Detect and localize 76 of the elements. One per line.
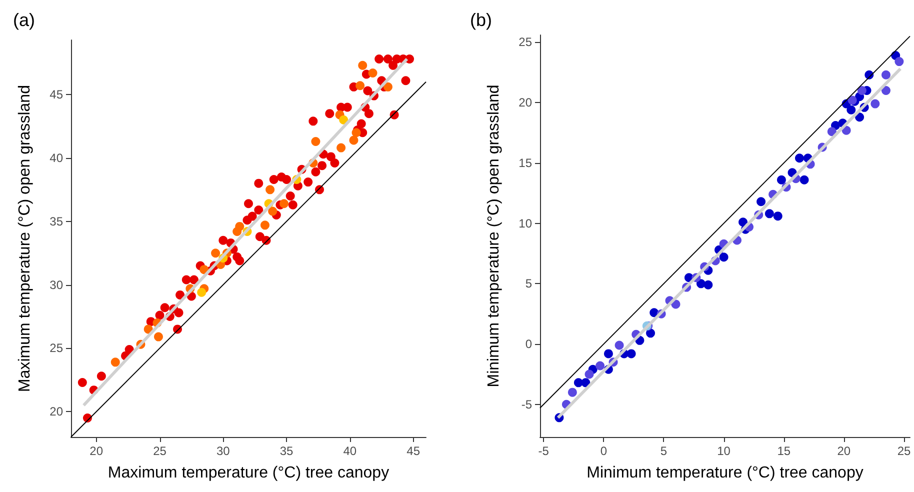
point <box>200 265 209 274</box>
point <box>614 340 624 350</box>
point <box>352 128 361 138</box>
chart-title: (a) <box>13 10 35 30</box>
point <box>848 96 857 105</box>
point <box>197 288 206 297</box>
point <box>211 248 220 258</box>
x-axis-title: Maximum temperature (°C) tree canopy <box>108 464 390 482</box>
y-tick-label: 15 <box>518 156 532 170</box>
x-tick-label: 20 <box>837 444 851 458</box>
x-tick-label: -5 <box>538 444 550 458</box>
point <box>336 143 346 152</box>
x-tick-label: 5 <box>660 444 668 458</box>
point <box>773 212 782 221</box>
point <box>235 222 244 231</box>
y-tick-label: 35 <box>50 214 64 228</box>
y-tick-label: 30 <box>50 278 64 292</box>
point <box>756 197 766 206</box>
point <box>339 115 348 124</box>
point <box>349 136 358 145</box>
point <box>846 105 856 114</box>
y-tick-label: 25 <box>50 341 64 356</box>
point <box>144 324 153 334</box>
chart-title: (b) <box>470 10 492 30</box>
point <box>646 328 656 338</box>
point <box>581 378 590 388</box>
y-tick-label: 45 <box>50 88 64 102</box>
point <box>311 136 320 146</box>
y-tick-label: 10 <box>518 216 532 230</box>
y-tick-label: -5 <box>521 397 532 412</box>
point <box>719 252 728 262</box>
y-axis-title: Maximum temperature (°C) open grassland <box>16 85 34 392</box>
point <box>704 280 713 290</box>
x-tick-label: 20 <box>90 444 104 458</box>
point <box>110 358 120 367</box>
point <box>881 86 890 96</box>
x-tick-label: 30 <box>216 444 230 458</box>
y-tick-label: 25 <box>518 35 532 50</box>
y-tick-label: 0 <box>525 337 532 352</box>
point <box>776 175 786 184</box>
x-tick-label: 35 <box>280 444 294 458</box>
x-tick-label: 40 <box>343 444 357 458</box>
y-axis-title: Minimum temperature (°C) open grassland <box>486 84 502 388</box>
x-tick-label: 10 <box>717 444 731 458</box>
x-tick-label: 25 <box>153 444 167 458</box>
x-axis-title: Minimum temperature (°C) tree canopy <box>586 464 864 482</box>
x-tick-label: 25 <box>897 444 911 458</box>
point <box>383 82 392 92</box>
y-tick-label: 5 <box>525 276 532 291</box>
point <box>584 370 594 379</box>
point <box>596 361 605 370</box>
point <box>604 349 613 358</box>
y-tick-label: 20 <box>518 96 532 110</box>
point <box>266 185 275 194</box>
point <box>268 206 278 216</box>
x-tick-label: 45 <box>406 444 420 458</box>
point <box>154 332 163 342</box>
y-tick-label: 20 <box>50 404 64 419</box>
point <box>827 127 836 136</box>
y-tick-label: 40 <box>50 150 64 165</box>
x-tick-label: 15 <box>777 444 791 458</box>
x-tick-label: 0 <box>600 444 608 458</box>
point <box>881 70 890 80</box>
point <box>764 209 774 218</box>
point <box>870 99 880 108</box>
point <box>368 68 378 78</box>
point <box>568 388 577 397</box>
point <box>260 220 270 230</box>
point <box>857 86 866 96</box>
point <box>358 60 368 70</box>
point <box>280 199 288 208</box>
point <box>794 154 804 163</box>
point <box>800 175 809 184</box>
point <box>894 57 904 66</box>
point <box>356 81 365 90</box>
point <box>626 349 636 358</box>
